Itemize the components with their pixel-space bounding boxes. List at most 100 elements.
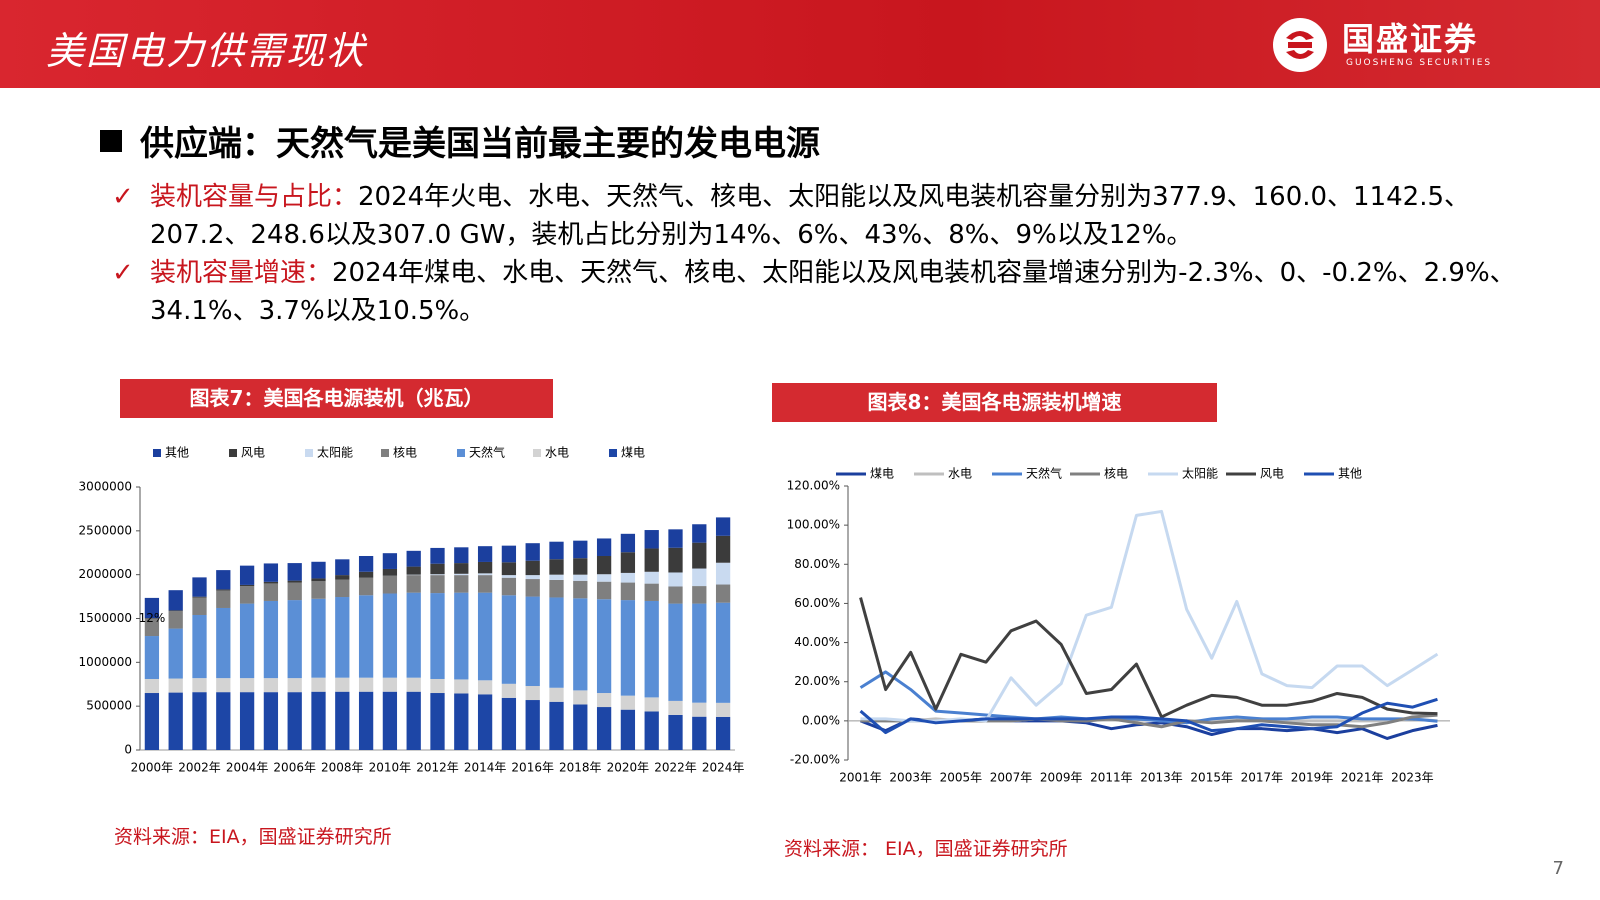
bar-segment xyxy=(549,574,564,580)
bar-segment xyxy=(573,574,588,581)
bar-segment xyxy=(549,559,564,575)
legend-label: 煤电 xyxy=(870,467,894,481)
bar-segment xyxy=(715,716,731,750)
y-tick-label: 2000000 xyxy=(79,567,132,581)
bar-segment xyxy=(144,618,160,637)
bar-segment xyxy=(168,611,183,629)
legend-swatch xyxy=(609,449,617,457)
x-tick-label: 2012年 xyxy=(416,761,459,775)
bar-segment xyxy=(715,535,731,563)
bar-segment xyxy=(573,558,588,575)
bar-segment xyxy=(311,578,326,582)
bar-segment xyxy=(644,697,659,712)
bar-segment xyxy=(596,599,612,694)
legend-label: 煤电 xyxy=(621,446,645,460)
bar-segment xyxy=(454,547,469,564)
legend-label: 水电 xyxy=(545,446,569,460)
bar-segment xyxy=(263,600,279,679)
bar-segment xyxy=(382,553,398,569)
bar-segment xyxy=(335,579,350,598)
bar-segment xyxy=(692,603,707,703)
bullet: 装机容量增速：2024年煤电、水电、天然气、核电、太阳能以及风电装机容量增速分别… xyxy=(112,254,1522,330)
bar-segment xyxy=(239,584,255,587)
bar-segment xyxy=(668,547,683,573)
bar-segment xyxy=(311,581,326,599)
bullet-label: 装机容量与占比： xyxy=(150,182,359,212)
bar-segment xyxy=(644,600,659,698)
logo-name: 国盛证券 xyxy=(1342,20,1479,58)
bar-segment xyxy=(454,575,469,593)
bar-segment xyxy=(620,552,636,573)
bar-segment xyxy=(644,571,659,584)
line-series xyxy=(859,697,1438,735)
bar-segment xyxy=(549,701,564,750)
x-tick-label: 2014年 xyxy=(464,761,507,775)
bar-segment xyxy=(216,678,231,693)
x-tick-label: 2009年 xyxy=(1040,771,1083,785)
y-tick-label: 0 xyxy=(124,743,132,757)
bar-segment xyxy=(620,533,636,553)
bar-segment xyxy=(644,530,659,549)
bar-segment xyxy=(573,580,588,599)
bar-segment xyxy=(501,697,517,750)
bar-segment xyxy=(454,563,469,574)
bullet-label: 装机容量增速： xyxy=(150,258,333,288)
bar-segment xyxy=(501,562,517,576)
bar-segment xyxy=(192,692,207,750)
bar-segment xyxy=(525,543,540,561)
y-tick-label: 80.00% xyxy=(794,557,840,571)
logo-icon xyxy=(1273,18,1327,72)
bar-segment xyxy=(715,702,731,717)
bar-segment xyxy=(287,582,302,601)
chart: 0 500000 1000000 1500000 2000000 2500000 30000… xyxy=(79,445,745,775)
bar-segment xyxy=(144,693,160,750)
bar-segment xyxy=(382,568,398,576)
bar-segment xyxy=(263,563,279,582)
bar-segment xyxy=(501,545,517,563)
x-tick-label: 2006年 xyxy=(273,761,316,775)
bar-segment xyxy=(596,707,612,750)
x-tick-label: 2020年 xyxy=(607,761,650,775)
legend-swatch xyxy=(305,449,313,457)
bar-segment xyxy=(692,586,707,604)
bar-segment xyxy=(335,677,350,692)
y-tick-label: 60.00% xyxy=(794,596,840,610)
x-tick-label: 2004年 xyxy=(226,761,269,775)
bar-segment xyxy=(335,691,350,750)
bar-segment xyxy=(477,694,493,750)
x-tick-label: 2019年 xyxy=(1291,771,1334,785)
bar-segment xyxy=(549,579,564,598)
legend-label: 其他 xyxy=(1338,467,1362,481)
bar-segment xyxy=(168,628,183,679)
x-tick-label: 2022年 xyxy=(654,761,697,775)
bar-segment xyxy=(430,547,445,564)
heading: 供应端：天然气是美国当前最主要的发电电源 xyxy=(100,116,820,165)
bar-segment xyxy=(335,575,350,580)
line-series xyxy=(860,509,1439,723)
bar-segment xyxy=(692,716,707,750)
x-tick-label: 2011年 xyxy=(1090,771,1133,785)
x-tick-label: 2005年 xyxy=(940,771,983,785)
bar-segment xyxy=(525,686,540,701)
bar-segment xyxy=(358,577,374,596)
legend-swatch xyxy=(533,449,541,457)
logo-subtitle: GUOSHENG SECURITIES xyxy=(1346,58,1493,68)
bar-segment xyxy=(406,592,421,678)
bar-segment xyxy=(525,596,540,687)
bar-segment xyxy=(549,597,564,688)
bar-segment xyxy=(596,581,612,600)
bar-segment xyxy=(168,692,183,750)
bar-segment xyxy=(311,598,326,678)
legend-label: 风电 xyxy=(241,446,265,460)
x-tick-label: 2001年 xyxy=(839,771,882,785)
bar-segment xyxy=(454,592,469,680)
bar-segment xyxy=(382,677,398,692)
bar-segment xyxy=(549,687,564,702)
bar-segment xyxy=(287,692,302,750)
bar-segment xyxy=(668,714,683,750)
bar-segment xyxy=(192,678,207,693)
source: 资料来源： EIA，国盛证券研究所 xyxy=(784,838,1068,860)
bar-segment xyxy=(668,700,683,715)
bar-segment xyxy=(644,711,659,750)
